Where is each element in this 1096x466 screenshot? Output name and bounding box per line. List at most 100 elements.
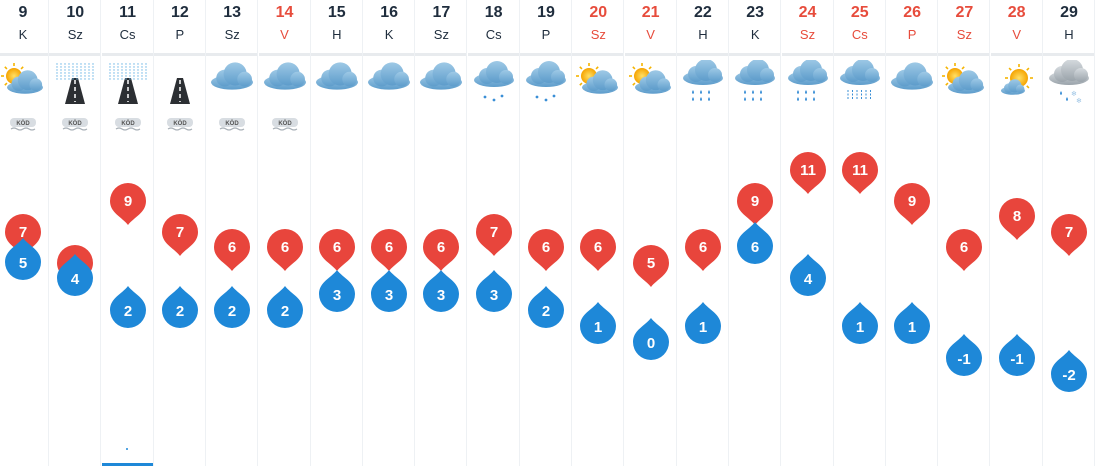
day-column[interactable]: 27 Sz 6 -1 [938,0,991,466]
max-temp-marker: 11 [841,151,878,194]
cloud-sleet-icon: ❄❄ [1049,60,1089,105]
min-temp-value: 4 [71,271,80,288]
day-column[interactable]: 22 H 6 1 [676,0,729,466]
day-of-week: Sz [433,27,449,42]
day-date: 19 [537,4,555,21]
max-temp-marker: 7 [1051,213,1087,256]
day-column[interactable]: 11 Cs KÖD 9 2 [101,0,154,466]
day-column[interactable]: 17 Sz 6 3 [415,0,468,466]
day-date: 28 [1007,4,1026,21]
min-temp-value: 3 [490,287,498,304]
header-divider [572,53,624,56]
day-column[interactable]: 20 Sz 6 1 [572,0,625,466]
min-temp-marker: 1 [684,302,721,344]
day-of-week: Sz [956,27,972,42]
cloud-icon [368,62,411,90]
sun-small-cloud-icon [1000,64,1033,95]
day-column[interactable]: 18 Cs 7 3 [467,0,520,466]
fog-icon: KÖD [62,118,89,131]
day-column[interactable]: 10SzKÖD54 [49,0,102,466]
max-temp-value: 6 [228,239,236,256]
fog-icon: KÖD [271,118,298,131]
max-temp-value: 7 [1065,224,1073,241]
day-of-week: V [646,27,655,42]
max-temp-marker: 6 [371,229,408,271]
min-temp-value: 1 [699,319,707,336]
day-of-week: Sz [590,27,606,42]
day-column[interactable]: 23 K 9 6 [729,0,782,466]
min-temp-value: 3 [437,287,445,304]
max-temp-marker: 7 [5,213,41,256]
day-of-week: Sz [799,27,816,42]
day-column[interactable]: 24 Sz 11 4 [781,0,834,466]
day-column[interactable]: 14 V KÖD 6 2 [258,0,311,466]
header-divider [258,53,310,56]
header-divider [938,53,990,56]
svg-text:KÖD: KÖD [16,120,30,127]
day-column[interactable]: 25 Cs 11 1 [833,0,886,466]
header-divider [676,53,728,56]
min-temp-marker: 4 [57,254,94,296]
day-column[interactable]: 26 P 9 1 [886,0,939,466]
header-divider [363,53,415,56]
max-temp-value: 9 [751,193,759,210]
min-temp-value: -1 [1010,351,1023,368]
header-divider [206,53,258,56]
day-column[interactable]: 13 Sz KÖD 6 2 [206,0,259,466]
max-temp-marker: 6 [684,229,721,271]
day-column[interactable]: 28 V 8 -1 [990,0,1043,466]
min-temp-marker: 6 [737,222,774,264]
day-date: 26 [903,4,921,21]
day-column[interactable]: 16 K 6 3 [363,0,416,466]
min-temp-marker: 2 [528,286,564,328]
min-temp-value: 2 [280,303,288,320]
day-of-week: P [541,27,551,42]
day-column[interactable]: 19 P 6 2 [520,0,572,466]
max-temp-marker: 9 [109,182,146,225]
cloud-icon [891,62,934,90]
day-of-week: H [1064,27,1074,42]
day-of-week: V [280,27,289,42]
day-date: 15 [327,4,346,21]
max-temp-marker: 6 [528,229,564,271]
day-date: 16 [380,4,398,21]
cloud-shower-icon [839,60,880,100]
max-temp-value: 6 [542,239,550,256]
day-date: 24 [798,4,817,21]
day-column[interactable]: 29 H ❄ ❄ 7 -2 [1043,0,1095,466]
min-temp-value: 2 [176,303,184,320]
day-of-week: Cs [485,27,502,42]
day-column[interactable]: 12 P KÖD 7 2 [153,0,206,466]
day-column[interactable]: 15 H 6 3 [310,0,363,466]
header-divider [310,53,362,56]
max-temp-marker: 6 [580,229,617,271]
min-temp-marker: 3 [475,270,512,312]
day-date: 23 [746,4,765,21]
max-temp-marker: 8 [998,198,1035,240]
day-column[interactable]: 21 V 5 0 [624,0,677,466]
cloud-rain-icon [682,60,723,101]
max-temp-value: 11 [852,162,868,179]
day-date: 13 [223,4,242,21]
sun-cloud-icon [628,63,671,94]
day-of-week: P [907,27,917,42]
header-divider [101,53,153,56]
max-temp-value: 6 [280,239,288,256]
min-temp-value: 0 [646,335,654,352]
day-of-week: Cs [851,27,868,42]
day-of-week: P [175,27,185,42]
header-divider [729,53,781,56]
day-column[interactable]: 9 K KÖD 7 5 [0,0,49,466]
svg-text:KÖD: KÖD [121,120,135,127]
road-mist-icon [56,63,94,104]
min-temp-marker: -2 [1051,350,1087,392]
max-temp-value: 6 [699,239,707,256]
cloud-icon [263,62,306,90]
cloud-rain-icon [735,60,776,101]
min-temp-value: -1 [958,351,971,368]
cloud-rain-icon [787,60,828,101]
svg-text:KÖD: KÖD [278,120,292,127]
min-temp-marker: 4 [789,254,826,296]
min-temp-marker: 1 [580,302,617,344]
